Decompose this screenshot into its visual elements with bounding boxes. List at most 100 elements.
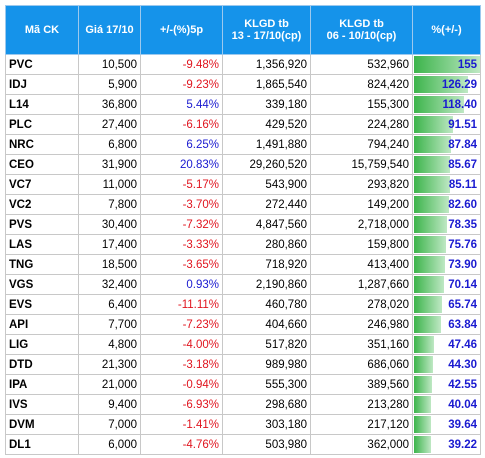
table-cell: 298,680 (222, 394, 311, 415)
data-bar (414, 196, 450, 213)
table-cell: -6.16% (140, 114, 223, 135)
table-cell: 18,500 (78, 254, 141, 275)
table-cell: 217,120 (310, 414, 413, 435)
data-bar (414, 56, 480, 73)
table-cell: 686,060 (310, 354, 413, 375)
table-cell: 0.93% (140, 274, 223, 295)
table-cell: 47.46 (412, 334, 481, 355)
data-bar (414, 376, 433, 393)
table-row: PLC 27,400 -6.16% 429,520 224,280 91.51 (5, 114, 481, 135)
table-cell: 29,260,520 (222, 154, 311, 175)
table-cell: VC7 (5, 174, 79, 195)
data-bar (414, 76, 468, 93)
table-cell: 303,180 (222, 414, 311, 435)
table-cell: 543,900 (222, 174, 311, 195)
table-cell: 293,820 (310, 174, 413, 195)
table-cell: PVS (5, 214, 79, 235)
table-row: API 7,700 -7.23% 404,660 246,980 63.84 (5, 314, 481, 335)
header-cell: KLGD tb 13 - 17/10(cp) (222, 5, 311, 55)
table-cell: IPA (5, 374, 79, 395)
table-cell: 20.83% (140, 154, 223, 175)
table-row: IVS 9,400 -6.93% 298,680 213,280 40.04 (5, 394, 481, 415)
data-bar (414, 156, 451, 173)
table-cell: 7,800 (78, 194, 141, 215)
table-cell: PLC (5, 114, 79, 135)
table-cell: 30,400 (78, 214, 141, 235)
table-cell: 351,160 (310, 334, 413, 355)
cell-text: 39.22 (448, 438, 477, 451)
table-cell: DVM (5, 414, 79, 435)
table-cell: 40.04 (412, 394, 481, 415)
table-cell: 1,865,540 (222, 74, 311, 95)
table-cell: 460,780 (222, 294, 311, 315)
data-bar (414, 96, 465, 113)
table-body: PVC 10,500 -9.48% 1,356,920 532,960 155 IDJ 5,9… (5, 54, 481, 455)
table-cell: -5.17% (140, 174, 223, 195)
table-row: IPA 21,000 -0.94% 555,300 389,560 42.55 (5, 374, 481, 395)
table-cell: 413,400 (310, 254, 413, 275)
table-cell: 11,000 (78, 174, 141, 195)
table-cell: 155 (412, 54, 481, 75)
cell-text: 63.84 (448, 318, 477, 331)
table-cell: 278,020 (310, 294, 413, 315)
table-cell: IDJ (5, 74, 79, 95)
table-cell: 75.76 (412, 234, 481, 255)
data-bar (414, 236, 447, 253)
table-cell: 42.55 (412, 374, 481, 395)
data-bar (414, 176, 451, 193)
stock-table: Mã CK Giá 17/10 +/-(%)5p KLGD tb 13 - 17/10… (5, 5, 481, 455)
table-cell: -9.23% (140, 74, 223, 95)
table-cell: 21,000 (78, 374, 141, 395)
table-cell: 7,000 (78, 414, 141, 435)
table-cell: 824,420 (310, 74, 413, 95)
table-row: VC7 11,000 -5.17% 543,900 293,820 85.11 (5, 174, 481, 195)
table-cell: VC2 (5, 194, 79, 215)
cell-text: 75.76 (448, 238, 477, 251)
cell-text: 155 (457, 58, 477, 71)
table-row: PVS 30,400 -7.32% 4,847,560 2,718,000 78.35 (5, 214, 481, 235)
table-cell: 155,300 (310, 94, 413, 115)
table-row: DVM 7,000 -1.41% 303,180 217,120 39.64 (5, 414, 481, 435)
cell-text: 85.11 (448, 178, 477, 191)
table-cell: -7.32% (140, 214, 223, 235)
table-cell: 78.35 (412, 214, 481, 235)
header-row: Mã CK Giá 17/10 +/-(%)5p KLGD tb 13 - 17/10… (5, 5, 481, 55)
cell-text: 78.35 (448, 218, 477, 231)
table-row: TNG 18,500 -3.65% 718,920 413,400 73.90 (5, 254, 481, 275)
table-cell: 126.29 (412, 74, 481, 95)
table-cell: 44.30 (412, 354, 481, 375)
data-bar (414, 116, 453, 133)
table-cell: 65.74 (412, 294, 481, 315)
table-cell: 32,400 (78, 274, 141, 295)
table-cell: 85.11 (412, 174, 481, 195)
table-cell: 1,491,880 (222, 134, 311, 155)
table-cell: DTD (5, 354, 79, 375)
table-cell: 503,980 (222, 434, 311, 455)
data-bar (414, 256, 446, 273)
table-cell: 6.25% (140, 134, 223, 155)
table-cell: VGS (5, 274, 79, 295)
table-row: LAS 17,400 -3.33% 280,860 159,800 75.76 (5, 234, 481, 255)
cell-text: 87.84 (448, 138, 477, 151)
table-cell: 17,400 (78, 234, 141, 255)
cell-text: 73.90 (448, 258, 477, 271)
data-bar (414, 396, 432, 413)
table-row: DL1 6,000 -4.76% 503,980 362,000 39.22 (5, 434, 481, 455)
table-cell: 73.90 (412, 254, 481, 275)
cell-text: 70.14 (448, 278, 477, 291)
table-cell: 555,300 (222, 374, 311, 395)
table-cell: 85.67 (412, 154, 481, 175)
table-cell: 389,560 (310, 374, 413, 395)
table-cell: 224,280 (310, 114, 413, 135)
table-cell: -11.11% (140, 294, 223, 315)
table-cell: 532,960 (310, 54, 413, 75)
header-cell: Mã CK (5, 5, 79, 55)
data-bar (414, 416, 431, 433)
table-cell: IVS (5, 394, 79, 415)
data-bar (414, 136, 452, 153)
table-cell: -9.48% (140, 54, 223, 75)
cell-text: 126.29 (441, 78, 477, 91)
table-row: VGS 32,400 0.93% 2,190,860 1,287,660 70.14 (5, 274, 481, 295)
table-row: VC2 7,800 -3.70% 272,440 149,200 82.60 (5, 194, 481, 215)
